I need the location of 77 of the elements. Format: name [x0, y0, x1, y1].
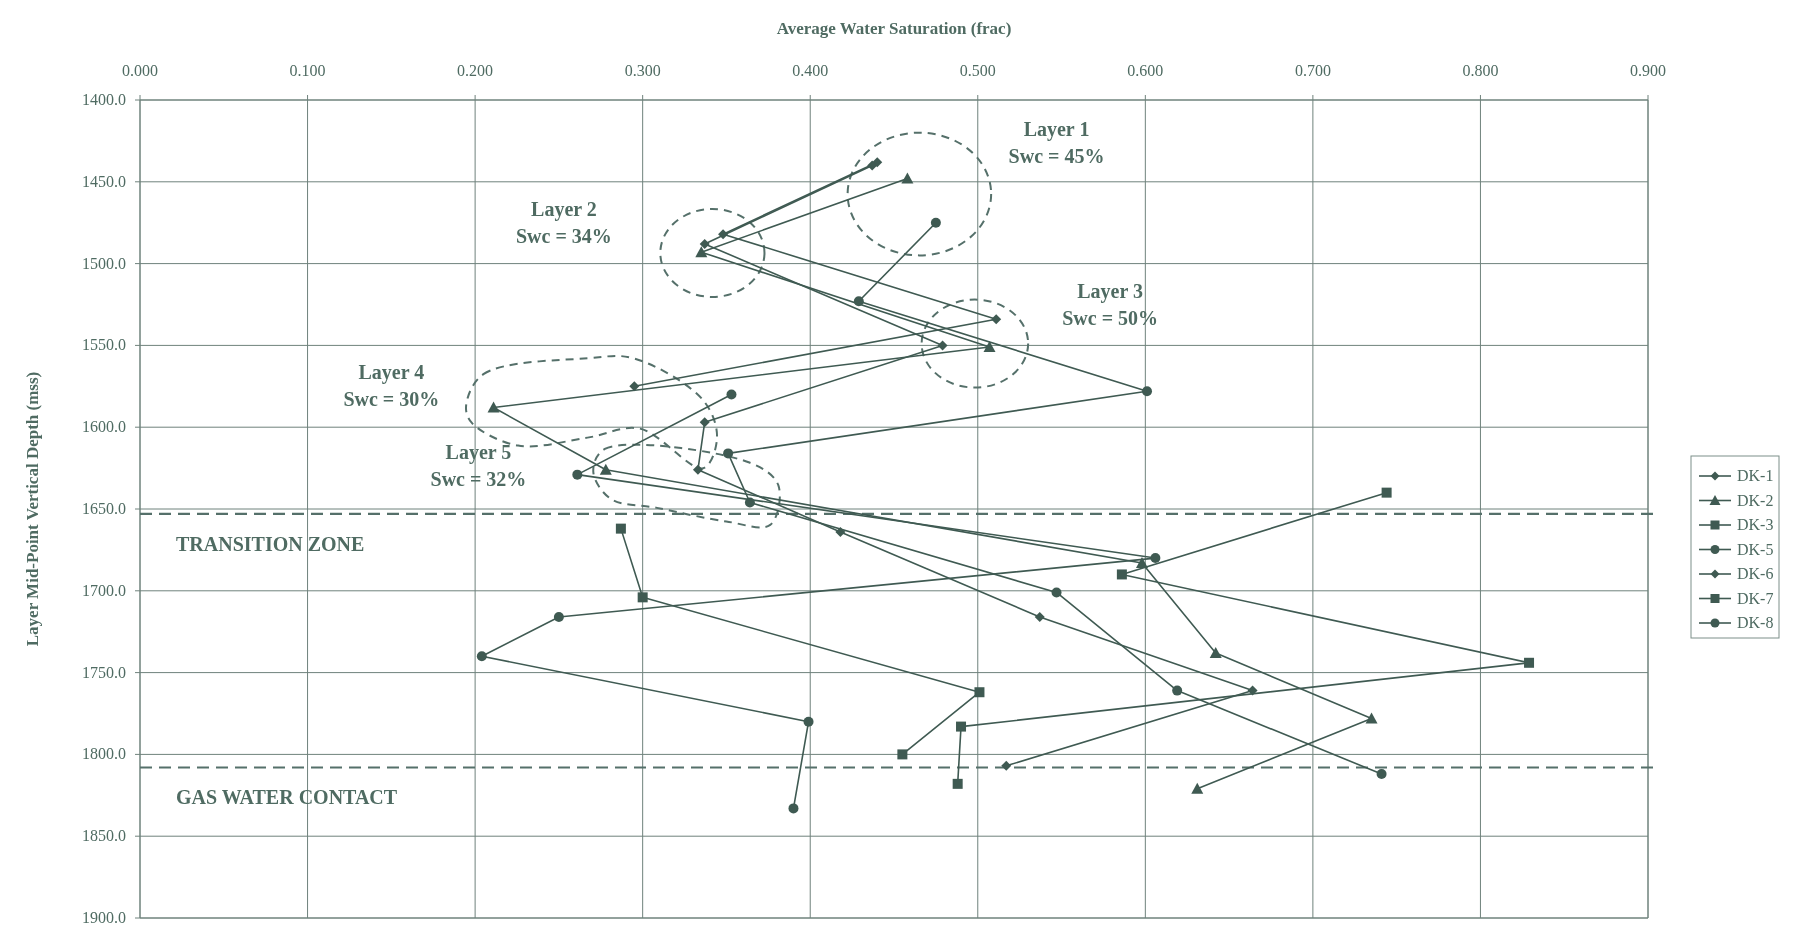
x-tick-label: 0.700 [1294, 62, 1331, 79]
point [599, 463, 612, 475]
x-tick-label: 0.000 [122, 62, 158, 79]
annotation: Layer 4 Swc = 30% [343, 361, 440, 411]
point [1116, 569, 1127, 580]
legend-label: DK-1 [1737, 467, 1774, 484]
point [803, 716, 814, 727]
point [487, 401, 500, 413]
point [1191, 782, 1204, 794]
legend-label: DK-3 [1737, 516, 1774, 533]
x-tick-label: 0.200 [457, 62, 494, 79]
point [1524, 657, 1535, 668]
ref-line-label: TRANSITION ZONE [176, 532, 365, 555]
x-tick-label: 0.600 [1127, 62, 1164, 79]
y-tick-label: 1500.0 [82, 254, 126, 272]
point [1001, 760, 1012, 771]
point [1376, 769, 1387, 780]
point [699, 238, 710, 249]
point [952, 778, 963, 789]
x-tick-label: 0.800 [1462, 62, 1499, 79]
point [1209, 646, 1222, 658]
legend-label: DK-5 [1737, 540, 1774, 558]
y-tick-label: 1750.0 [82, 663, 126, 681]
point [553, 611, 564, 622]
y-tick-label: 1700.0 [82, 581, 126, 599]
point [974, 687, 985, 698]
point [637, 592, 648, 603]
x-tick-label: 0.900 [1630, 62, 1666, 79]
y-tick-label: 1800.0 [82, 745, 126, 763]
y-tick-label: 1450.0 [82, 172, 126, 190]
point [1247, 685, 1258, 696]
y-tick-label: 1850.0 [82, 827, 126, 845]
point [572, 469, 583, 480]
point [956, 721, 967, 732]
annotation: Layer 5 Swc = 32% [430, 441, 527, 491]
y-tick-label: 1600.0 [82, 418, 126, 436]
point [853, 296, 864, 307]
point [930, 217, 941, 228]
point [835, 526, 846, 537]
point [1381, 487, 1392, 498]
point [1150, 553, 1161, 564]
x-axis-title: Average Water Saturation (frac) [776, 19, 1012, 38]
y-tick-label: 1650.0 [82, 500, 126, 517]
point [615, 523, 626, 534]
point [937, 340, 948, 351]
point [1142, 386, 1153, 397]
x-tick-label: 0.400 [792, 62, 829, 79]
point [695, 246, 708, 258]
point [901, 172, 914, 184]
annotation: Layer 2 Swc = 34% [515, 197, 612, 247]
point [867, 160, 878, 171]
y-tick-label: 1550.0 [82, 336, 126, 354]
point [723, 448, 734, 459]
point [991, 314, 1002, 325]
legend-label: DK-7 [1737, 589, 1774, 607]
legend-label: DK-6 [1737, 565, 1774, 582]
point [1365, 712, 1378, 724]
point [726, 389, 737, 400]
point [1034, 611, 1045, 622]
x-tick-label: 0.500 [959, 62, 996, 79]
point [476, 651, 487, 662]
point [983, 341, 996, 353]
legend-label: DK-2 [1737, 491, 1774, 509]
point [1172, 685, 1183, 696]
point [692, 464, 703, 475]
point [897, 749, 908, 760]
point [699, 417, 710, 428]
annotation: Layer 1 Swc = 45% [1008, 117, 1105, 167]
x-tick-label: 0.100 [289, 62, 326, 79]
y-tick-label: 1900.0 [82, 909, 126, 926]
point [1051, 587, 1062, 598]
y-tick-label: 1400.0 [82, 91, 126, 108]
legend-label: DK-8 [1737, 614, 1774, 631]
point [788, 803, 799, 814]
point [629, 381, 640, 392]
x-tick-label: 0.300 [624, 62, 661, 79]
y-axis-title: Layer Mid-Point Vertical Depth (mss) [23, 371, 42, 647]
